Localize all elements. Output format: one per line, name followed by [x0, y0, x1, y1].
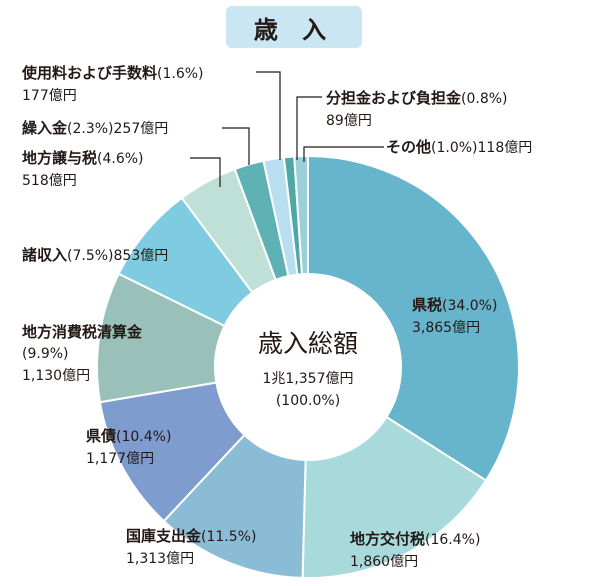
center-percent: (100.0%): [276, 393, 340, 409]
leader-line-jouyo: [190, 157, 221, 187]
pie-slice-10: [293, 154, 309, 276]
label-kensai: 県債(10.4%) 1,177億円: [86, 425, 171, 470]
label-percent: (11.5%): [201, 529, 257, 545]
label-percent: (2.3%): [67, 121, 114, 137]
label-amount: 257億円: [113, 121, 169, 137]
label-percent: (7.5%): [67, 248, 114, 264]
center-title: 歳入総額: [258, 329, 358, 358]
label-percent: (34.0%): [442, 298, 498, 314]
pie-slice-0: [307, 154, 520, 482]
label-amount: 853億円: [113, 248, 169, 264]
label-amount: 1,130億円: [22, 368, 91, 384]
label-percent: (9.9%): [22, 346, 69, 362]
label-name: 諸収入: [22, 246, 68, 264]
label-kenzei: 県税(34.0%) 3,865億円: [412, 294, 497, 339]
label-amount: 89億円: [326, 113, 372, 129]
label-name: 分担金および負担金: [326, 89, 462, 107]
label-percent: (4.6%): [97, 151, 144, 167]
label-amount: 177億円: [22, 88, 77, 104]
leader-line-bunkatsu: [296, 96, 322, 160]
pie-slice-1: [301, 415, 488, 579]
label-amount: 1,313億円: [126, 551, 195, 567]
label-amount: 3,865億円: [412, 320, 481, 336]
label-name: 地方消費税清算金: [22, 323, 143, 341]
label-sonota: その他(1.0%)118億円: [386, 136, 532, 159]
label-amount: 518億円: [22, 173, 77, 189]
label-kofu: 地方交付税(16.4%) 1,860億円: [350, 528, 480, 573]
label-kokko: 国庫支出金(11.5%) 1,313億円: [126, 525, 256, 570]
leader-line-sonota: [303, 146, 384, 162]
label-jouyo: 地方譲与税(4.6%) 518億円: [22, 147, 144, 192]
label-shiyoryo: 使用料および手数料(1.6%) 177億円: [22, 62, 204, 107]
label-name: 国庫支出金: [126, 527, 202, 545]
label-amount: 1,177億円: [86, 451, 155, 467]
label-percent: (1.0%): [431, 140, 478, 156]
label-name: その他: [386, 138, 432, 156]
label-bunkatsu: 分担金および負担金(0.8%) 89億円: [326, 87, 508, 132]
label-amount: 118億円: [477, 140, 533, 156]
label-name: 地方交付税: [350, 530, 426, 548]
center-total: 1兆1,357億円: [263, 371, 354, 387]
label-percent: (10.4%): [116, 429, 172, 445]
label-name: 県債: [86, 427, 117, 445]
label-shoshunyu: 諸収入(7.5%)853億円: [22, 244, 168, 267]
label-name: 使用料および手数料: [22, 64, 158, 82]
label-shohi: 地方消費税清算金 (9.9%) 1,130億円: [22, 321, 142, 387]
leader-line-kuriire: [222, 127, 250, 165]
label-kuriire: 繰入金(2.3%)257億円: [22, 117, 168, 140]
label-percent: (16.4%): [425, 532, 481, 548]
label-amount: 1,860億円: [350, 554, 419, 570]
label-name: 県税: [412, 296, 443, 314]
label-name: 地方譲与税: [22, 149, 98, 167]
leader-line-shiyoryo: [256, 71, 281, 160]
label-percent: (0.8%): [461, 91, 508, 107]
label-name: 繰入金: [22, 119, 68, 137]
chart-title: 歳 入: [226, 6, 362, 48]
label-percent: (1.6%): [157, 66, 204, 82]
